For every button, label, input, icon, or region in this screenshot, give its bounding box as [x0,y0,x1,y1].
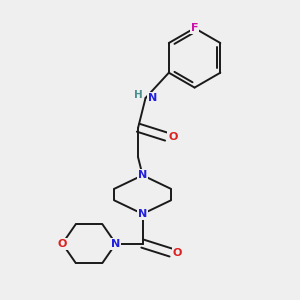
Text: O: O [58,238,67,249]
Text: O: O [168,132,178,142]
Text: O: O [173,248,182,257]
Text: N: N [148,93,158,103]
Text: N: N [138,209,147,219]
Text: H: H [134,90,142,100]
Text: N: N [138,170,147,180]
Text: N: N [111,238,120,249]
Text: F: F [191,23,198,33]
